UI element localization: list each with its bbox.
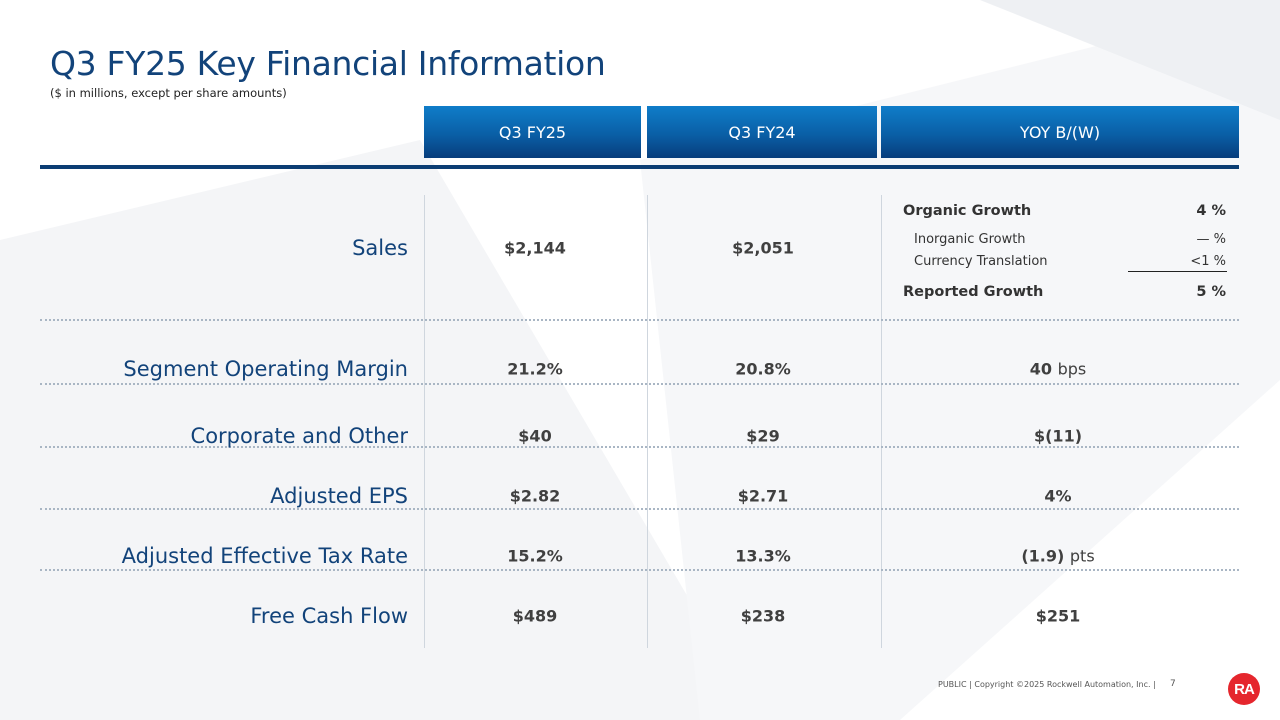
growth-subtotal-rule [1128, 271, 1227, 272]
corporate-q3fy25: $40 [518, 426, 552, 446]
fcf-yoy: $251 [1035, 606, 1081, 626]
header-rule [40, 165, 1239, 169]
corporate-yoy: $(11) [1033, 426, 1083, 446]
sales-q3fy24: $2,051 [732, 238, 794, 258]
organic-growth-label: Organic Growth [903, 203, 1032, 219]
segment-margin-yoy-value: 40 [1029, 359, 1053, 379]
eps-yoy: 4% [1044, 486, 1072, 506]
row-divider [40, 569, 1239, 571]
organic-growth-value: 4 % [1196, 203, 1226, 219]
fcf-q3fy24: $238 [740, 606, 786, 626]
column-header-q3fy24: Q3 FY24 [647, 106, 877, 158]
column-divider [647, 195, 648, 648]
currency-translation-label: Currency Translation [914, 254, 1048, 269]
sales-q3fy25: $2,144 [504, 238, 566, 258]
page-title: Q3 FY25 Key Financial Information [50, 44, 606, 83]
reported-growth-row: Reported Growth 5 % [903, 284, 1226, 300]
inorganic-growth-row: Inorganic Growth — % [903, 232, 1226, 247]
row-label-adjusted-tax-rate: Adjusted Effective Tax Rate [121, 544, 408, 568]
segment-margin-q3fy25: 21.2% [507, 359, 563, 379]
column-header-q3fy25: Q3 FY25 [424, 106, 641, 158]
page-subtitle: ($ in millions, except per share amounts… [50, 86, 287, 100]
currency-translation-value: <1 % [1190, 254, 1226, 269]
rockwell-logo: RA [1228, 673, 1260, 705]
tax-rate-yoy: (1.9) pts [1021, 547, 1094, 566]
inorganic-growth-label: Inorganic Growth [914, 232, 1026, 247]
segment-margin-yoy: 40 bps [1030, 360, 1087, 379]
currency-translation-row: Currency Translation <1 % [903, 254, 1226, 269]
row-divider [40, 508, 1239, 510]
corporate-q3fy24: $29 [746, 426, 780, 446]
column-header-yoy: YOY B/(W) [881, 106, 1239, 158]
eps-q3fy24: $2.71 [737, 486, 789, 506]
tax-rate-q3fy24: 13.3% [735, 546, 791, 566]
tax-rate-yoy-unit: pts [1069, 546, 1095, 566]
footer-copyright: PUBLIC | Copyright ©2025 Rockwell Automa… [938, 680, 1156, 689]
organic-growth-row: Organic Growth 4 % [903, 203, 1226, 219]
fcf-q3fy25: $489 [512, 606, 558, 626]
tax-rate-q3fy25: 15.2% [507, 546, 563, 566]
tax-rate-yoy-value: (1.9) [1021, 546, 1065, 566]
eps-q3fy25: $2.82 [509, 486, 561, 506]
segment-margin-q3fy24: 20.8% [735, 359, 791, 379]
row-divider [40, 383, 1239, 385]
inorganic-growth-value: — % [1196, 232, 1227, 247]
reported-growth-label: Reported Growth [903, 284, 1044, 300]
column-divider [424, 195, 425, 648]
reported-growth-value: 5 % [1196, 284, 1226, 300]
row-label-adjusted-eps: Adjusted EPS [270, 484, 408, 508]
row-label-corporate-and-other: Corporate and Other [190, 424, 408, 448]
row-label-free-cash-flow: Free Cash Flow [250, 604, 408, 628]
page-number: 7 [1170, 679, 1176, 689]
column-divider [881, 195, 882, 648]
row-divider [40, 319, 1239, 321]
segment-margin-yoy-unit: bps [1057, 359, 1087, 379]
row-label-segment-operating-margin: Segment Operating Margin [123, 357, 408, 381]
row-label-sales: Sales [352, 236, 408, 260]
row-divider [40, 446, 1239, 448]
